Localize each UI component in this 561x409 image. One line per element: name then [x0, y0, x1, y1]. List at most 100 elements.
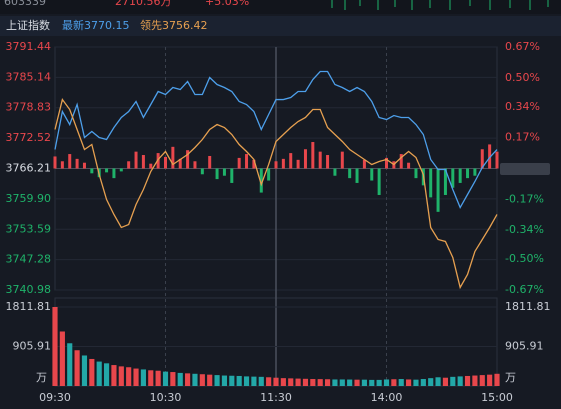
y-tick-label: 3766.21: [6, 162, 52, 175]
volume-bar: [464, 375, 471, 386]
volume-bar: [52, 307, 58, 386]
strength-bar: [164, 156, 167, 169]
volume-bar: [280, 378, 286, 386]
x-tick-label: 09:30: [39, 391, 71, 404]
strength-bar: [208, 155, 212, 169]
volume-bar: [229, 375, 235, 386]
strength-bar: [473, 168, 477, 176]
volume-bar: [243, 376, 250, 386]
y2-tick-label: -0.50%: [505, 252, 544, 265]
volume-bar: [111, 365, 117, 386]
volume-bar: [369, 379, 375, 386]
volume-bar: [398, 379, 404, 386]
top-strip: [0, 0, 561, 14]
strength-bar: [303, 149, 307, 169]
strength-bar: [171, 146, 175, 169]
volume-bar: [435, 377, 441, 386]
volume-bar: [457, 376, 463, 386]
volume-bar: [177, 372, 183, 386]
y2-tick-label: -0.17%: [505, 192, 544, 205]
y-tick-label: 3759.90: [6, 192, 52, 205]
volume-unit-right: 万: [505, 371, 516, 384]
volume-bar: [89, 358, 95, 386]
volume-bar: [118, 366, 124, 386]
strength-bar: [105, 168, 109, 173]
volume-bar: [339, 379, 345, 386]
y-tick-label: 3753.59: [6, 222, 52, 235]
strength-bar: [370, 168, 374, 181]
y2-tick-label: 0.17%: [505, 131, 540, 144]
header-bar: [0, 16, 561, 36]
strength-bar: [53, 156, 57, 169]
volume-bar: [236, 375, 242, 386]
strength-bar: [230, 168, 234, 183]
strength-bar: [385, 157, 388, 169]
volume-bar: [251, 376, 257, 386]
y-tick-label: 3747.28: [6, 253, 52, 266]
midline-marker: [500, 163, 550, 175]
strength-bar: [495, 151, 499, 169]
volume-bar: [302, 378, 309, 386]
x-tick-label: 10:30: [150, 391, 182, 404]
volume-bar: [413, 379, 419, 386]
volume-bar: [494, 373, 500, 386]
strength-bar: [362, 159, 366, 169]
strength-bar: [348, 168, 352, 179]
volume-bar: [479, 375, 485, 386]
volume-tick-label: 905.91: [13, 339, 52, 352]
volume-bar: [442, 377, 449, 386]
volume-bar: [96, 361, 102, 386]
price-line: [54, 70, 498, 209]
strength-bar: [112, 168, 116, 179]
sparkline: [331, 0, 549, 10]
y2-tick-label: 0.67%: [505, 40, 540, 53]
stock-change: +5.03%: [205, 0, 249, 8]
volume-tick-label-right: 905.91: [505, 339, 544, 352]
strength-bar: [178, 158, 182, 169]
volume-bar: [103, 363, 110, 386]
volume-bar: [148, 370, 154, 386]
volume-bar: [317, 379, 323, 386]
volume-bar: [258, 376, 264, 386]
strength-bar: [399, 154, 403, 169]
strength-bar: [443, 168, 447, 195]
y-tick-label: 3778.83: [6, 101, 52, 114]
y2-tick-label: -0.67%: [505, 283, 544, 296]
y2-tick-label: 0.34%: [505, 100, 540, 113]
volume-bar: [376, 379, 382, 386]
volume-bar: [74, 350, 80, 386]
latest-label: 最新3770.15: [62, 18, 130, 32]
strength-bar: [407, 162, 411, 169]
volume-bar: [324, 379, 331, 386]
strength-bar: [451, 168, 455, 188]
volume-bar: [472, 375, 478, 386]
strength-bar: [480, 149, 484, 169]
y-tick-label: 3772.52: [6, 131, 52, 144]
y2-tick-label: -0.34%: [505, 223, 544, 236]
strength-bar: [458, 168, 462, 183]
strength-bar: [141, 155, 145, 169]
stock-amount: 2710.56万: [115, 0, 172, 8]
strength-bar: [414, 168, 418, 179]
strength-bar: [488, 144, 492, 169]
price-line: [54, 98, 498, 290]
strength-bar: [436, 168, 440, 212]
volume-bar: [383, 379, 390, 386]
strength-bar: [318, 151, 322, 169]
strength-bar: [289, 153, 293, 169]
volume-bar: [67, 343, 73, 386]
strength-bar: [281, 158, 285, 169]
strength-bar: [215, 168, 219, 180]
y-tick-label: 3740.98: [6, 283, 52, 296]
strength-bar: [311, 142, 315, 169]
volume-bar: [361, 379, 367, 386]
strength-bar: [466, 168, 470, 179]
stock-code: 603339: [4, 0, 46, 8]
strength-bar: [119, 168, 123, 172]
index-title: 上证指数: [6, 18, 50, 32]
x-tick-label: 15:00: [481, 391, 513, 404]
volume-bar: [332, 379, 338, 386]
strength-bar: [200, 168, 204, 175]
strength-bar: [267, 168, 271, 181]
volume-bar: [162, 371, 169, 386]
